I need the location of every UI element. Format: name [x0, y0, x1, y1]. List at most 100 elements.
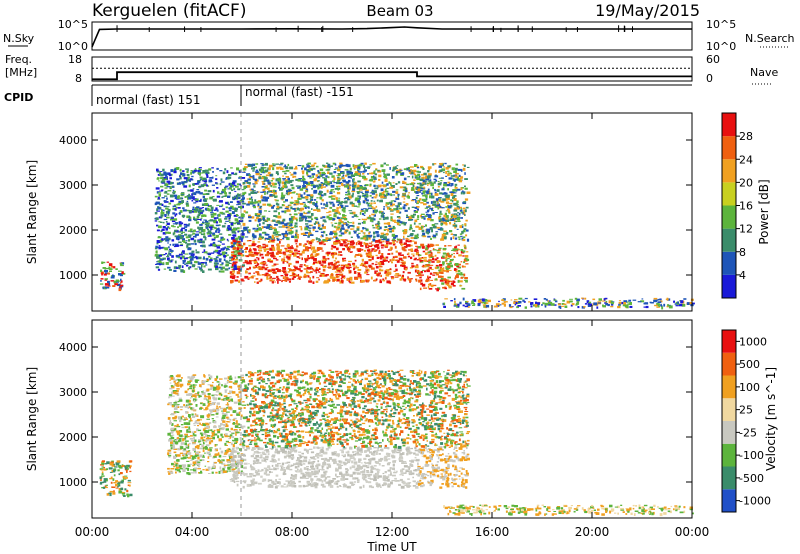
power-cell: [254, 180, 257, 184]
power-cell: [298, 212, 300, 214]
power-cell: [283, 276, 287, 278]
power-cell: [290, 226, 294, 229]
power-cell: [427, 188, 430, 191]
power-cell: [422, 250, 426, 253]
power-cell: [330, 189, 335, 191]
velocity-cell: [191, 413, 194, 416]
power-cell: [351, 190, 356, 193]
power-cell: [456, 228, 459, 230]
power-cell: [331, 256, 335, 259]
power-cell: [262, 222, 265, 225]
power-cell: [408, 228, 411, 231]
power-cell: [302, 185, 306, 188]
power-cell: [312, 275, 315, 279]
power-cell: [206, 224, 210, 228]
power-cell: [250, 260, 254, 262]
power-cell: [262, 261, 266, 262]
power-cell: [442, 264, 445, 266]
power-cell: [389, 167, 391, 170]
power-cell: [219, 170, 223, 172]
power-cell: [465, 219, 468, 222]
power-cell: [422, 179, 425, 183]
power-cell: [442, 255, 445, 258]
velocity-cell: [200, 415, 205, 419]
power-cell: [284, 223, 288, 226]
power-cell: [462, 167, 466, 171]
power-cell: [119, 262, 123, 266]
power-cell: [365, 199, 369, 202]
power-cell: [230, 183, 234, 187]
power-cell: [306, 170, 311, 173]
power-cell: [256, 179, 259, 181]
power-cell: [212, 244, 216, 247]
power-cell: [268, 210, 271, 212]
power-cell: [332, 180, 335, 182]
power-cell: [395, 250, 398, 253]
power-cell: [315, 218, 319, 221]
velocity-cell: [208, 400, 212, 403]
power-cell: [169, 194, 174, 198]
power-cell: [514, 299, 518, 301]
power-cell: [197, 170, 200, 172]
power-cell: [287, 278, 292, 281]
power-cell: [289, 166, 294, 170]
power-cell: [425, 230, 430, 234]
power-cell: [284, 185, 288, 188]
power-cell: [191, 250, 195, 253]
power-cell: [254, 178, 258, 182]
power-cell: [368, 204, 372, 207]
power-cell: [377, 273, 380, 277]
power-cell: [395, 207, 399, 211]
power-cell: [439, 164, 442, 167]
power-cell: [301, 216, 305, 219]
power-cell: [337, 239, 341, 242]
power-cell: [255, 173, 260, 176]
power-cell: [173, 204, 176, 206]
power-cell: [379, 192, 382, 196]
power-cell: [415, 250, 417, 252]
power-cell: [312, 268, 315, 271]
power-cell: [437, 198, 442, 200]
power-cell: [281, 259, 284, 262]
power-cell: [193, 192, 197, 196]
power-cell: [307, 206, 310, 208]
velocity-cell: [101, 487, 105, 489]
power-cell: [208, 168, 212, 171]
power-cell: [231, 189, 234, 191]
power-cell: [258, 176, 262, 180]
power-cell: [410, 200, 415, 202]
power-cell: [446, 262, 449, 265]
power-cell: [238, 176, 243, 178]
power-cell: [192, 188, 195, 190]
power-cell: [441, 217, 445, 221]
power-cell: [207, 235, 212, 237]
power-cell: [394, 264, 397, 268]
velocity-cell: [184, 440, 189, 442]
power-cell: [407, 276, 409, 278]
power-cell: [271, 240, 274, 242]
power-cell: [240, 250, 244, 253]
power-cell: [397, 171, 402, 174]
power-cell: [363, 208, 367, 210]
power-cell: [325, 237, 329, 241]
power-cell: [447, 198, 450, 201]
power-cell: [213, 198, 217, 202]
power-cell: [232, 247, 237, 250]
power-cell: [371, 248, 375, 251]
power-cell: [425, 178, 429, 181]
power-cell: [453, 222, 456, 225]
power-cell: [248, 251, 252, 254]
power-cell: [401, 265, 406, 267]
velocity-cell: [110, 476, 113, 479]
power-cell: [621, 301, 624, 305]
power-cell: [267, 239, 271, 240]
power-cell: [603, 298, 606, 301]
velocity-cell: [191, 375, 196, 379]
power-cell: [426, 190, 430, 193]
velocity-cell: [172, 442, 175, 445]
power-cell: [403, 235, 405, 239]
power-cell: [262, 203, 267, 206]
power-cell: [172, 192, 176, 194]
velocity-cell: [216, 390, 219, 392]
power-colorbar-tick-label: 24: [739, 153, 753, 166]
